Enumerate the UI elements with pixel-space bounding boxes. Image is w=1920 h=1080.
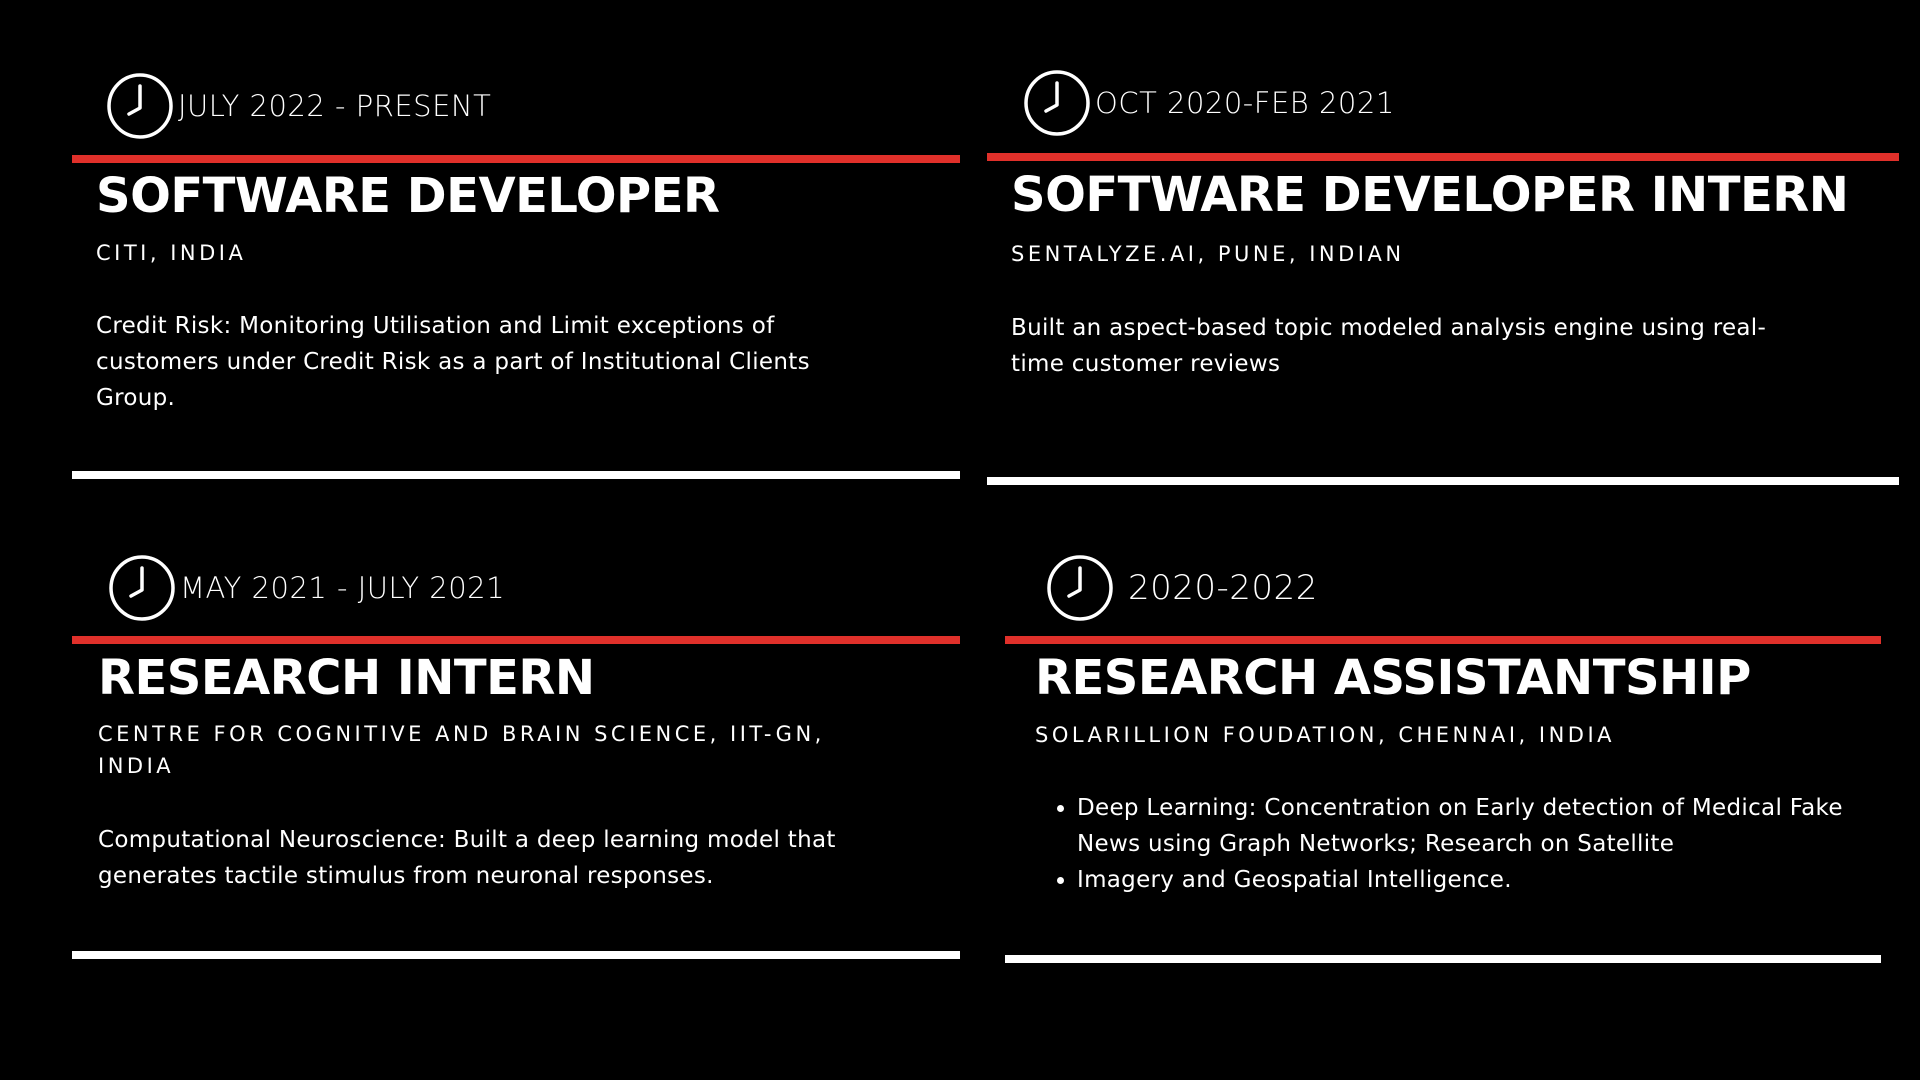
clock-icon — [109, 555, 175, 621]
job-title: SOFTWARE DEVELOPER — [96, 168, 720, 224]
white-divider — [1005, 955, 1881, 963]
date-range: JULY 2022 - PRESENT — [178, 89, 492, 123]
red-divider — [72, 155, 960, 163]
job-description: Credit Risk: Monitoring Utilisation and … — [96, 313, 810, 411]
clock-icon — [107, 73, 173, 139]
date-row: JULY 2022 - PRESENT — [106, 72, 491, 140]
bullet-item: Deep Learning: Concentration on Early de… — [1077, 790, 1877, 862]
job-title: RESEARCH ASSISTANTSHIP — [1035, 650, 1751, 706]
organization: SENTALYZE.AI, PUNE, INDIAN — [1011, 242, 1405, 266]
clock-icon — [1047, 555, 1113, 621]
red-divider — [72, 636, 960, 644]
white-divider — [72, 471, 960, 479]
date-row: OCT 2020-FEB 2021 — [1023, 69, 1395, 137]
job-description: Built an aspect-based topic modeled anal… — [1011, 315, 1767, 377]
date-row: 2020-2022 — [1046, 554, 1318, 622]
organization: CITI, INDIA — [96, 241, 247, 265]
white-divider — [72, 951, 960, 959]
description-bullets: Deep Learning: Concentration on Early de… — [1037, 790, 1877, 898]
white-divider — [987, 477, 1899, 485]
job-description: Computational Neuroscience: Built a deep… — [98, 827, 836, 889]
organization: CENTRE FOR COGNITIVE AND BRAIN SCIENCE, … — [98, 722, 825, 778]
date-range: MAY 2021 - JULY 2021 — [180, 571, 506, 605]
job-title: RESEARCH INTERN — [98, 650, 595, 706]
red-divider — [987, 153, 1899, 161]
clock-icon — [1024, 70, 1090, 136]
organization: SOLARILLION FOUDATION, CHENNAI, INDIA — [1035, 723, 1616, 747]
red-divider — [1005, 636, 1881, 644]
date-range: 2020-2022 — [1128, 568, 1318, 608]
date-row: MAY 2021 - JULY 2021 — [108, 554, 505, 622]
job-title: SOFTWARE DEVELOPER INTERN — [1011, 167, 1849, 223]
date-range: OCT 2020-FEB 2021 — [1095, 86, 1395, 120]
bullet-item: Imagery and Geospatial Intelligence. — [1077, 862, 1877, 898]
